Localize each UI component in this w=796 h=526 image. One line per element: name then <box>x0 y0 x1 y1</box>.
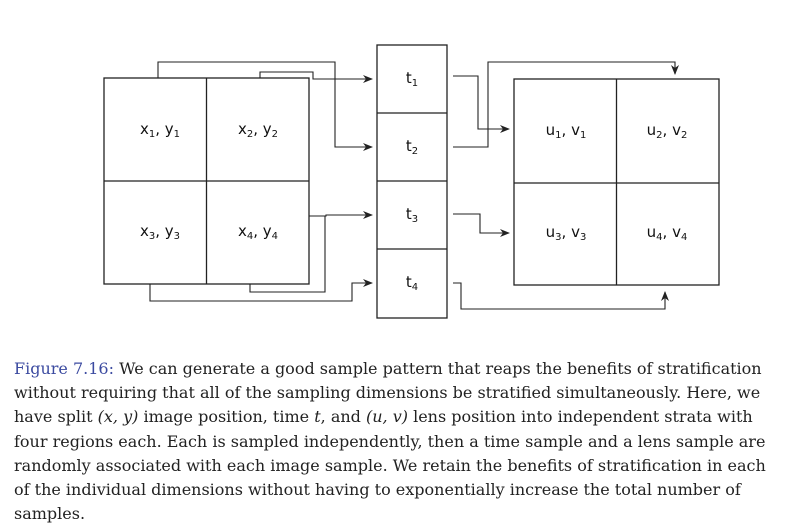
connector-x4y4-link <box>249 216 326 293</box>
time-strip <box>376 44 448 319</box>
connector-x2y2-to-t1 <box>259 71 373 83</box>
image-cell-4-label: x4, y4 <box>238 222 278 242</box>
caption-text-1: We can generate a good sample pattern th… <box>14 359 762 427</box>
image-cell-1-label: x1, y1 <box>140 120 180 140</box>
caption-text-4: lens position into independent strata wi… <box>14 407 766 524</box>
image-position-grid <box>103 77 310 285</box>
lens-cell-2-label: u2, v2 <box>647 121 688 141</box>
lens-cell-3-label: u3, v3 <box>546 223 587 243</box>
figure-label: Figure 7.16: <box>14 359 114 378</box>
image-cell-3-label: x3, y3 <box>140 222 180 242</box>
figure-caption: Figure 7.16: We can generate a good samp… <box>14 357 784 526</box>
time-to-lens-connectors <box>453 61 679 310</box>
caption-math-xy: (x, y) <box>97 407 139 427</box>
caption-math-uv: (u, v) <box>365 407 408 427</box>
caption-text-3: , and <box>320 407 366 427</box>
time-cell-2-label: t2 <box>406 137 418 157</box>
time-cell-4-label: t4 <box>406 273 418 293</box>
connector-t2-to-u2v2 <box>453 61 679 148</box>
connector-x4y4-to-t3 <box>309 211 373 219</box>
time-cell-3-label: t3 <box>406 205 418 225</box>
caption-text-2: image position, time <box>138 407 315 427</box>
time-cell-1-label: t1 <box>406 69 418 89</box>
caption-math-t: t <box>314 407 321 427</box>
connector-t4-to-u4v4 <box>453 282 669 310</box>
connector-t3-to-u3v3 <box>453 213 510 237</box>
lens-position-grid <box>513 78 720 286</box>
lens-cell-4-label: u4, v4 <box>647 223 688 243</box>
connector-t1-to-u1v1 <box>453 75 510 133</box>
image-cell-2-label: x2, y2 <box>238 120 278 140</box>
lens-cell-1-label: u1, v1 <box>546 121 587 141</box>
connector-x1y1-to-t2 <box>157 61 373 151</box>
stratification-diagram: x1, y1 x2, y2 x3, y3 x4, y4 t1 t2 t3 t4 … <box>103 44 720 319</box>
connector-x3y3-to-t4 <box>149 279 373 302</box>
image-to-time-connectors <box>149 61 373 302</box>
